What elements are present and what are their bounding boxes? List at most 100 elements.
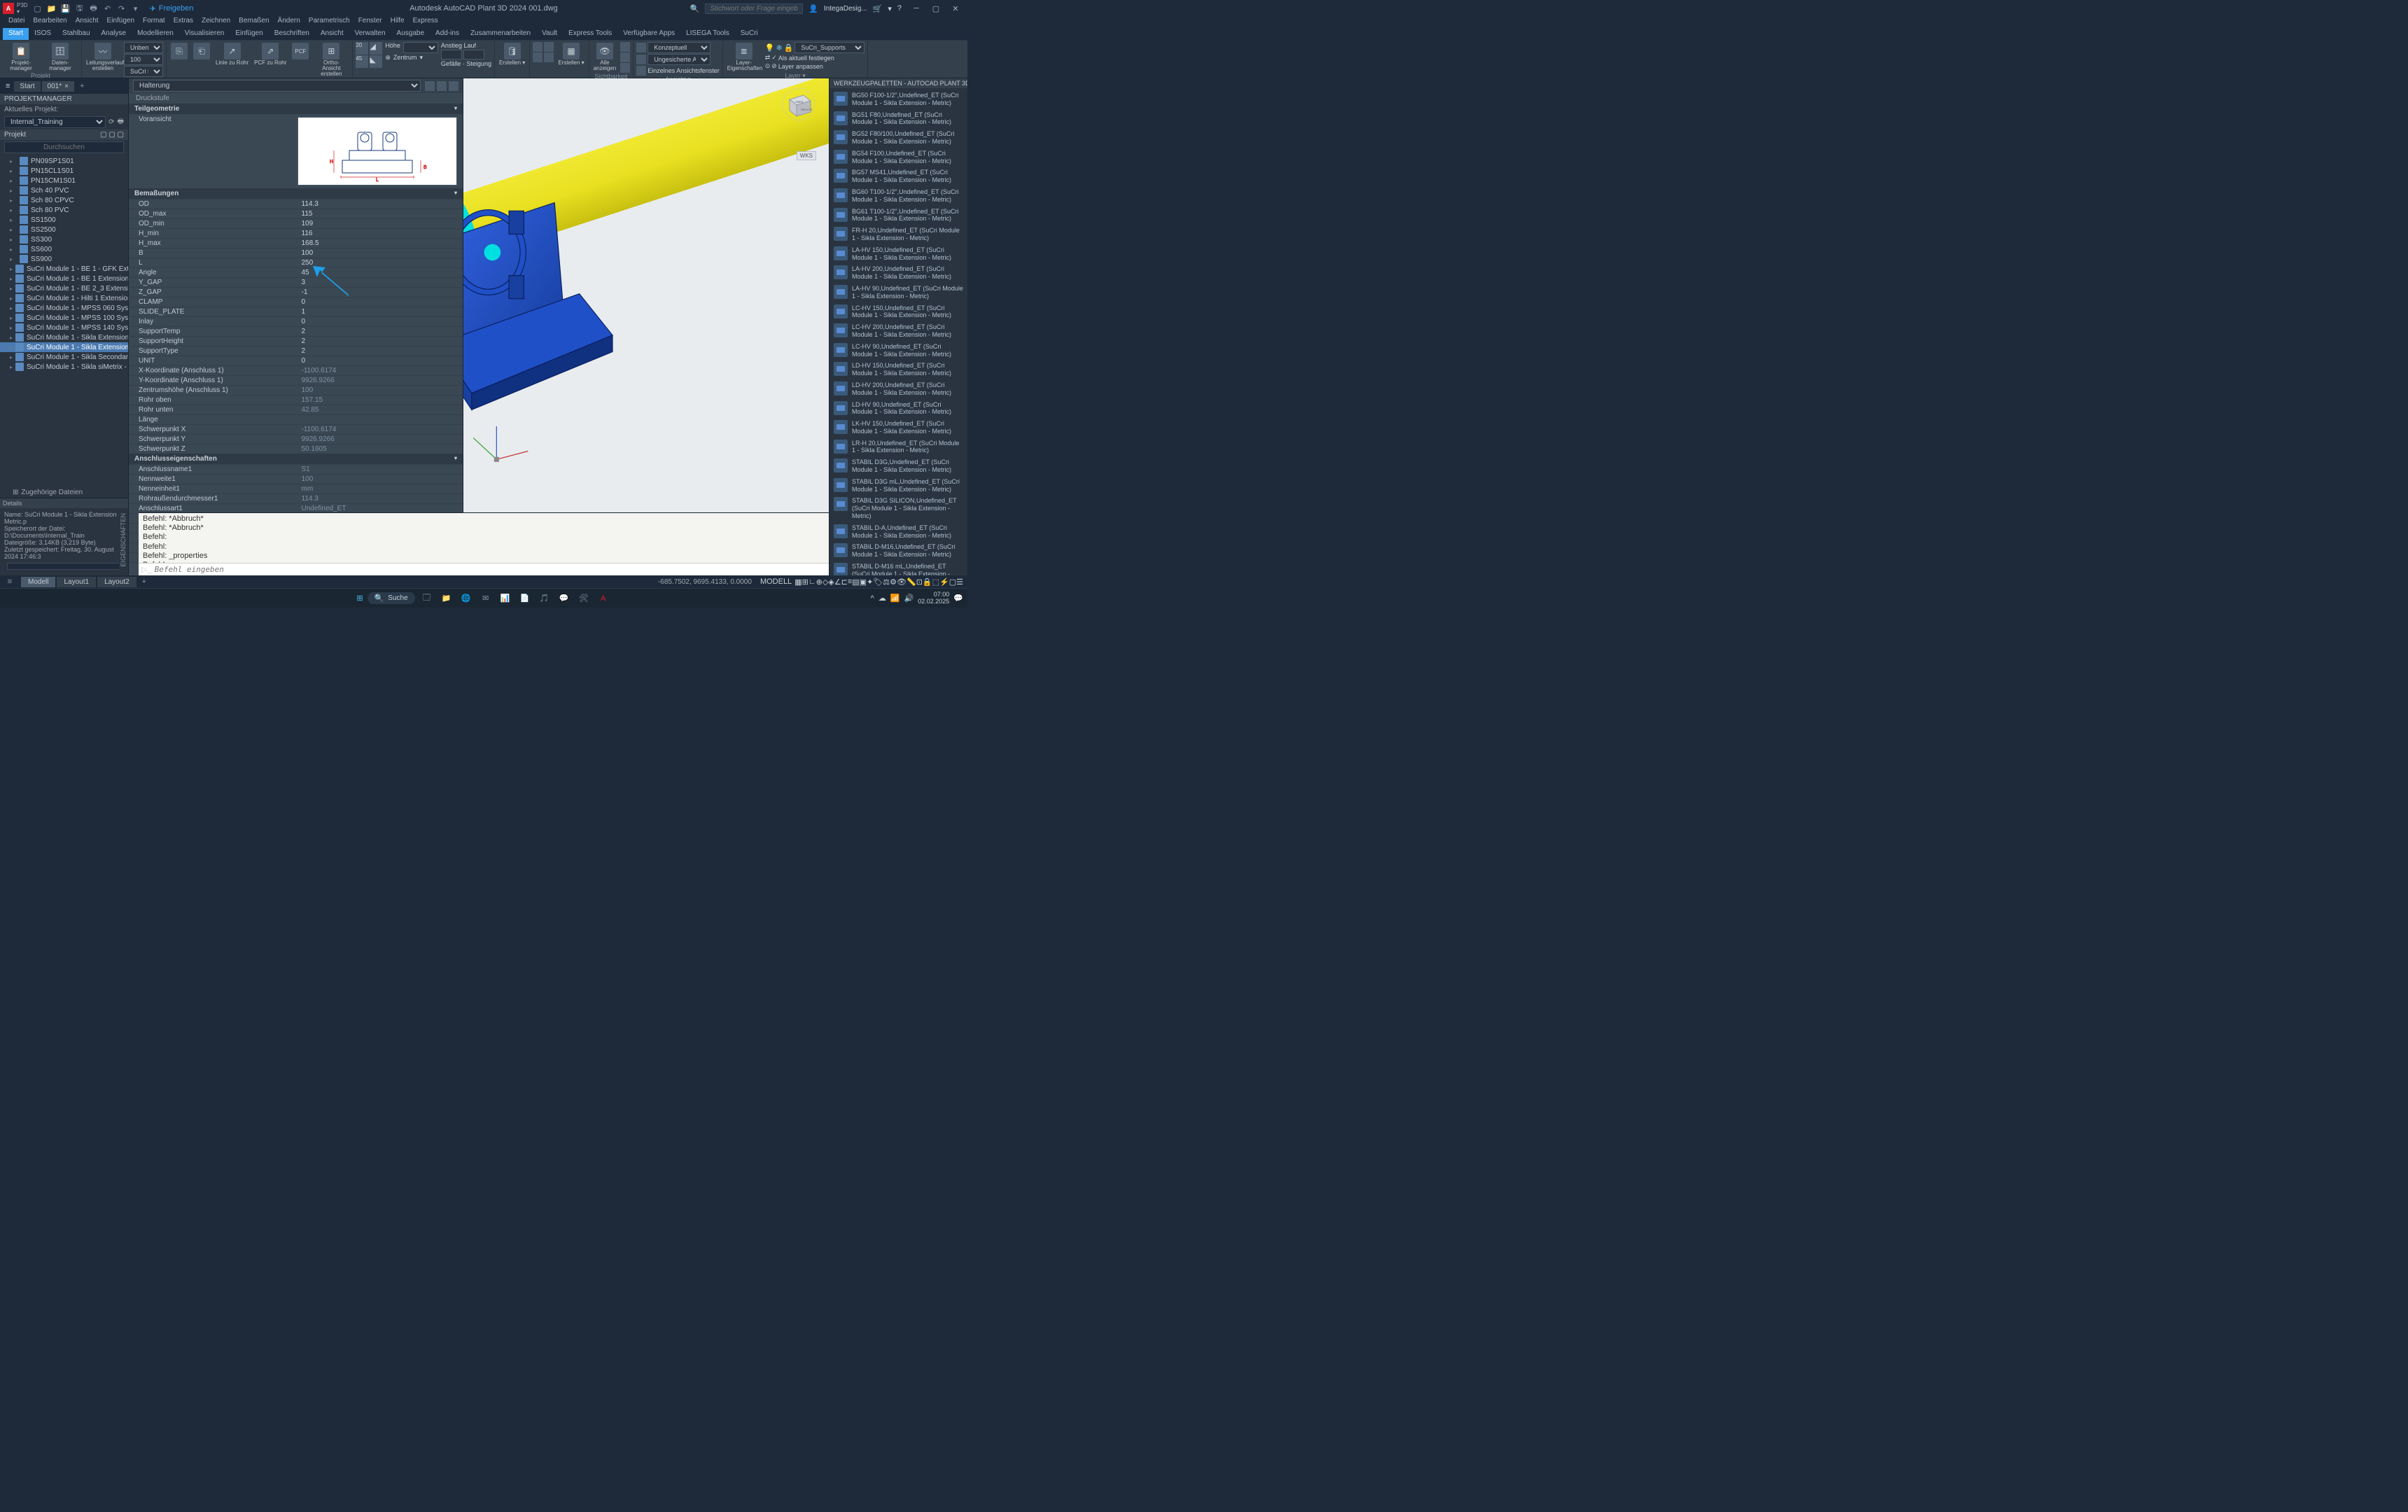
center-icon[interactable]: ⊕ <box>385 54 391 62</box>
project-search-input[interactable] <box>4 141 124 153</box>
prop-value[interactable] <box>296 415 463 424</box>
section-connection[interactable]: Anschlusseigenschaften <box>129 454 463 464</box>
sb-dyn-icon[interactable]: ⊏ <box>841 578 848 587</box>
props-icon-3[interactable] <box>449 81 458 91</box>
palette-item[interactable]: STABIL D-A,Undefined_ET (SuCri Module 1 … <box>830 522 967 542</box>
create2-button[interactable]: ▦Erstellen ▾ <box>556 42 585 66</box>
qat-save-icon[interactable]: 💾 <box>60 3 71 14</box>
ribbon-tab-verfügbare-apps[interactable]: Verfügbare Apps <box>617 28 680 40</box>
tb-app-10[interactable]: A <box>596 592 610 605</box>
vis-1[interactable] <box>533 42 542 52</box>
prop-row[interactable]: X-Koordinate (Anschluss 1)-1100.6174 <box>129 365 463 375</box>
layer-adjust-label[interactable]: Layer anpassen <box>778 63 823 70</box>
palette-item[interactable]: LD-HV 200,Undefined_ET (SuCri Module 1 -… <box>830 379 967 399</box>
angle-20-button[interactable]: 20 <box>356 42 368 55</box>
qat-more-icon[interactable]: ▾ <box>130 3 141 14</box>
palette-item[interactable]: STABIL D-M16,Undefined_ET (SuCri Module … <box>830 541 967 561</box>
maximize-button[interactable]: ▢ <box>927 1 945 15</box>
rb-2[interactable]: ⎗ <box>192 42 211 60</box>
prop-value[interactable]: 9926.9266 <box>296 435 463 444</box>
pm-refresh-icon[interactable]: ⟳ <box>108 118 114 126</box>
data-manager-button[interactable]: 🗄Daten- manager <box>42 42 78 72</box>
pm-tool-2[interactable]: ▢ <box>108 131 115 139</box>
project-tree[interactable]: PN09SP1S01PN15CL1S01PN15CM1S01Sch 40 PVC… <box>0 155 128 487</box>
prop-row[interactable]: Schwerpunkt Z50.1605 <box>129 444 463 454</box>
doc-tab-start[interactable]: Start <box>14 81 40 92</box>
palette-item[interactable]: FR-H 20,Undefined_ET (SuCri Module 1 - S… <box>830 225 967 244</box>
prop-value[interactable]: 0 <box>296 317 463 326</box>
slope-label[interactable]: Gefälle <box>441 60 461 67</box>
layer-off-icon[interactable]: ⊘ <box>771 62 777 70</box>
prop-row[interactable]: Zentrumshöhe (Anschluss 1)100 <box>129 385 463 395</box>
prop-row[interactable]: Y_GAP3 <box>129 277 463 287</box>
infocenter-icon[interactable]: ▾ <box>888 4 892 13</box>
qat-redo-icon[interactable]: ↷ <box>116 3 127 14</box>
prop-row[interactable]: SupportTemp2 <box>129 326 463 336</box>
prop-value[interactable]: -1100.6174 <box>296 366 463 375</box>
ribbon-tab-beschriften[interactable]: Beschriften <box>269 28 315 40</box>
close-tab-icon[interactable]: × <box>64 83 69 90</box>
layer-combo[interactable]: SuCri_Supports <box>794 42 864 53</box>
vstyle-icon[interactable] <box>636 43 646 52</box>
ribbon-tab-add-ins[interactable]: Add-ins <box>430 28 465 40</box>
menu-format[interactable]: Format <box>139 17 169 28</box>
share-button[interactable]: ✈ Freigeben <box>150 4 194 13</box>
prop-value[interactable]: -1100.6174 <box>296 425 463 434</box>
layer-cur-icon[interactable]: ✓ <box>771 54 777 62</box>
tree-node[interactable]: PN09SP1S01 <box>0 156 128 166</box>
tree-node[interactable]: SuCri Module 1 - MPSS 060 Systemteil <box>0 303 128 313</box>
new-doc-tab-button[interactable]: + <box>76 80 88 92</box>
signin-icon[interactable]: 👤 <box>808 4 818 13</box>
help-search-input[interactable] <box>705 4 803 14</box>
props-icon-2[interactable] <box>437 81 447 91</box>
sb-qp-icon[interactable]: ⊡ <box>916 578 923 587</box>
palette-item[interactable]: BG52 F80/100,Undefined_ET (SuCri Module … <box>830 128 967 148</box>
palette-item[interactable]: LA-HV 90,Undefined_ET (SuCri Module 1 - … <box>830 283 967 302</box>
menu-einfügen[interactable]: Einfügen <box>103 17 139 28</box>
sb-lock-icon[interactable]: 🔒 <box>923 578 932 587</box>
prop-row[interactable]: Rohr oben157.15 <box>129 395 463 405</box>
layer-iso-icon[interactable]: ⊙ <box>765 62 771 70</box>
palette-item[interactable]: STABIL D3G,Undefined_ET (SuCri Module 1 … <box>830 456 967 476</box>
tree-node[interactable]: Sch 80 PVC <box>0 205 128 215</box>
palette-item[interactable]: BG60 T100-1/2",Undefined_ET (SuCri Modul… <box>830 186 967 206</box>
prop-row[interactable]: Angle45 <box>129 267 463 277</box>
prop-value[interactable]: 0 <box>296 356 463 365</box>
ribbon-tab-sucri[interactable]: SuCri <box>735 28 764 40</box>
pm-print-icon[interactable]: 🖶 <box>118 116 124 128</box>
command-input[interactable] <box>155 565 826 574</box>
section-geometry[interactable]: Teilgeometrie <box>129 104 463 114</box>
viewcube[interactable]: OBEN RECHTS <box>781 87 816 122</box>
prop-row[interactable]: SupportType2 <box>129 346 463 356</box>
menu-bemaßen[interactable]: Bemaßen <box>234 17 273 28</box>
prop-value[interactable]: 2 <box>296 337 463 346</box>
section-dimensions[interactable]: Bemaßungen <box>129 188 463 199</box>
ribbon-tab-lisega-tools[interactable]: LISEGA Tools <box>680 28 735 40</box>
menu-extras[interactable]: Extras <box>169 17 197 28</box>
3d-viewport[interactable]: OBEN RECHTS WKS <box>463 78 829 575</box>
prop-value[interactable]: 45 <box>296 268 463 277</box>
layer-current-label[interactable]: Als aktuell festlegen <box>778 55 834 62</box>
ribbon-tab-verwalten[interactable]: Verwalten <box>349 28 391 40</box>
palette-item[interactable]: BG57 MS41,Undefined_ET (SuCri Module 1 -… <box>830 167 967 186</box>
prop-row[interactable]: Inlay0 <box>129 316 463 326</box>
doc-tab-001[interactable]: 001*× <box>42 81 74 92</box>
prop-value[interactable]: 9926.9266 <box>296 376 463 385</box>
menu-ändern[interactable]: Ändern <box>274 17 304 28</box>
vis-a[interactable] <box>620 42 630 52</box>
palette-item[interactable]: BG50 F100-1/2",Undefined_ET (SuCri Modul… <box>830 90 967 109</box>
pm-tool-3[interactable]: ▢ <box>118 131 124 139</box>
sb-gizmo-icon[interactable]: ✦ <box>867 578 873 587</box>
angle-icon-2[interactable]: ◣ <box>370 55 382 68</box>
tree-node[interactable]: SuCri Module 1 - MPSS 100 Systemteil <box>0 313 128 323</box>
prop-value[interactable]: S1 <box>296 465 463 474</box>
prop-row[interactable]: Y-Koordinate (Anschluss 1)9926.9266 <box>129 375 463 385</box>
prop-value[interactable]: 0 <box>296 298 463 307</box>
layout-menu-icon[interactable]: ≡ <box>4 578 15 586</box>
tree-node[interactable]: SuCri Module 1 - BE 1 Extension <box>0 274 128 284</box>
tree-node[interactable]: SS2500 <box>0 225 128 234</box>
palette-item[interactable]: BG51 F80,Undefined_ET (SuCri Module 1 - … <box>830 109 967 129</box>
prop-value[interactable]: 115 <box>296 209 463 218</box>
view-combo[interactable]: Ungesicherte Ansicht <box>648 54 710 65</box>
palette-item[interactable]: LC-HV 150,Undefined_ET (SuCri Module 1 -… <box>830 302 967 322</box>
